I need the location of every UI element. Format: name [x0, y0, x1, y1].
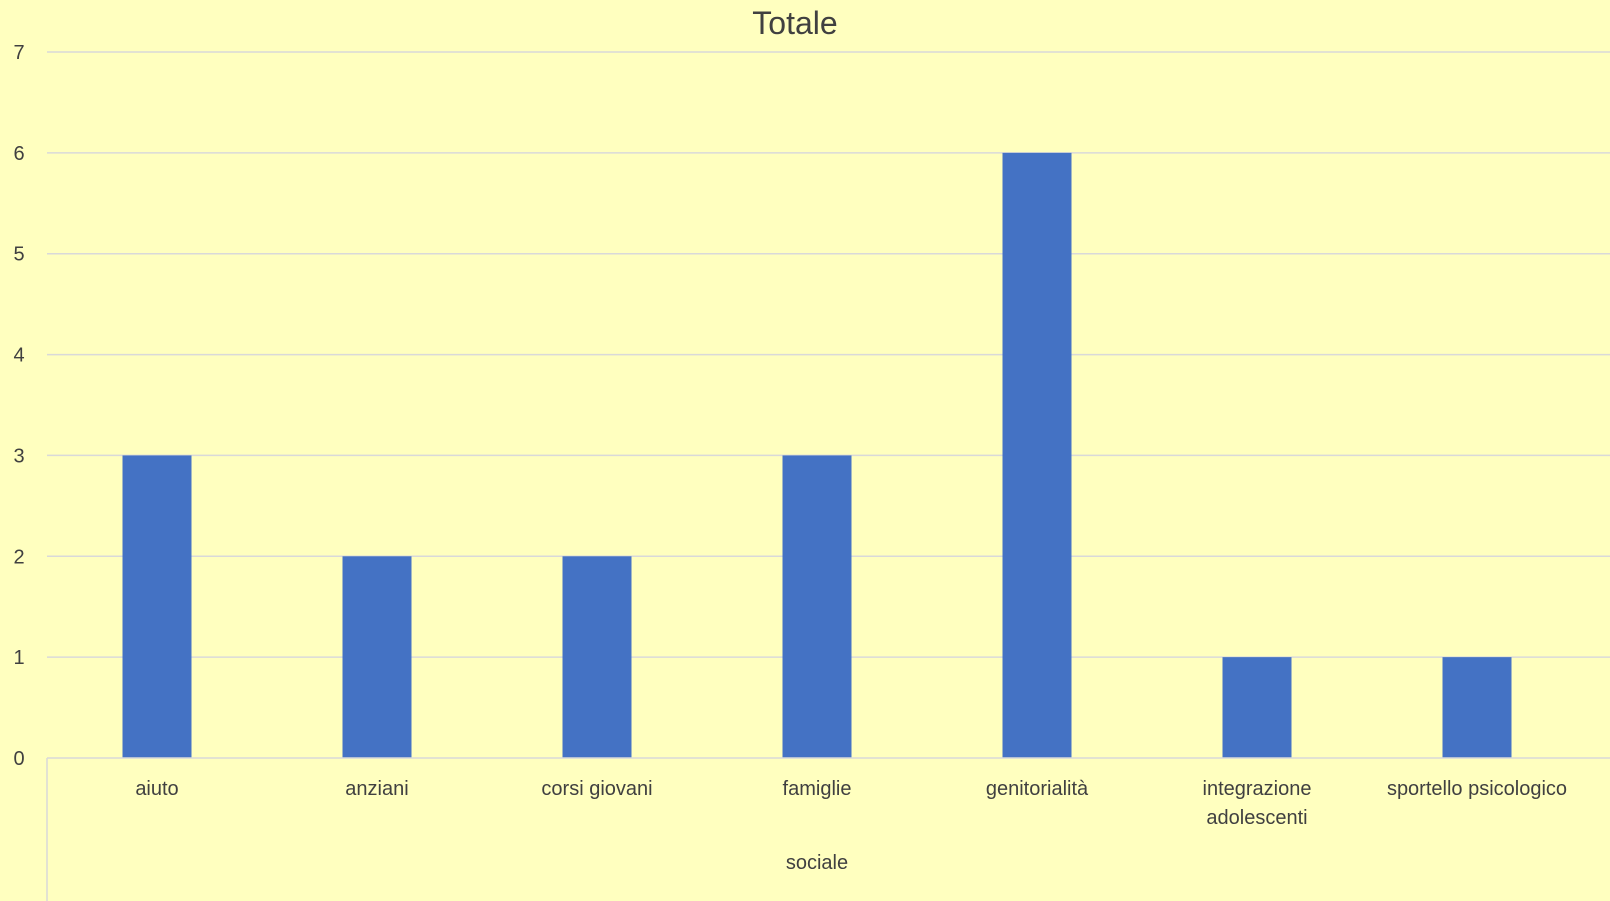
- bar: [562, 556, 632, 758]
- y-tick-label: 0: [13, 748, 24, 770]
- y-tick-label: 2: [13, 546, 24, 568]
- axes: [46, 757, 1610, 901]
- category-label: sportello psicologico: [1387, 778, 1567, 800]
- category-label: corsi giovani: [541, 778, 652, 800]
- category-label: anziani: [345, 778, 408, 800]
- y-tick-label: 6: [13, 143, 24, 165]
- category-label: adolescenti: [1206, 807, 1307, 829]
- chart-title: Totale: [752, 5, 837, 41]
- category-label: integrazione: [1203, 778, 1312, 800]
- category-label: famiglie: [783, 778, 852, 800]
- y-tick-label: 5: [13, 244, 24, 266]
- y-tick-label: 3: [13, 445, 24, 467]
- bars: [122, 152, 1512, 758]
- y-tick-label: 1: [13, 647, 24, 669]
- bar: [342, 556, 412, 758]
- group-label: sociale: [786, 852, 848, 874]
- y-tick-labels: 0 1 2 3 4 5 6 7: [13, 42, 24, 770]
- y-tick-label: 4: [13, 345, 24, 367]
- y-tick-label: 7: [13, 42, 24, 64]
- bar: [782, 455, 852, 758]
- category-labels: aiuto anziani corsi giovani famiglie genitor…: [135, 778, 1567, 829]
- bar: [1442, 657, 1512, 758]
- bar: [1002, 152, 1072, 758]
- category-label: aiuto: [135, 778, 178, 800]
- bar: [122, 455, 192, 758]
- category-label: genitorialità: [986, 778, 1089, 800]
- bar: [1222, 657, 1292, 758]
